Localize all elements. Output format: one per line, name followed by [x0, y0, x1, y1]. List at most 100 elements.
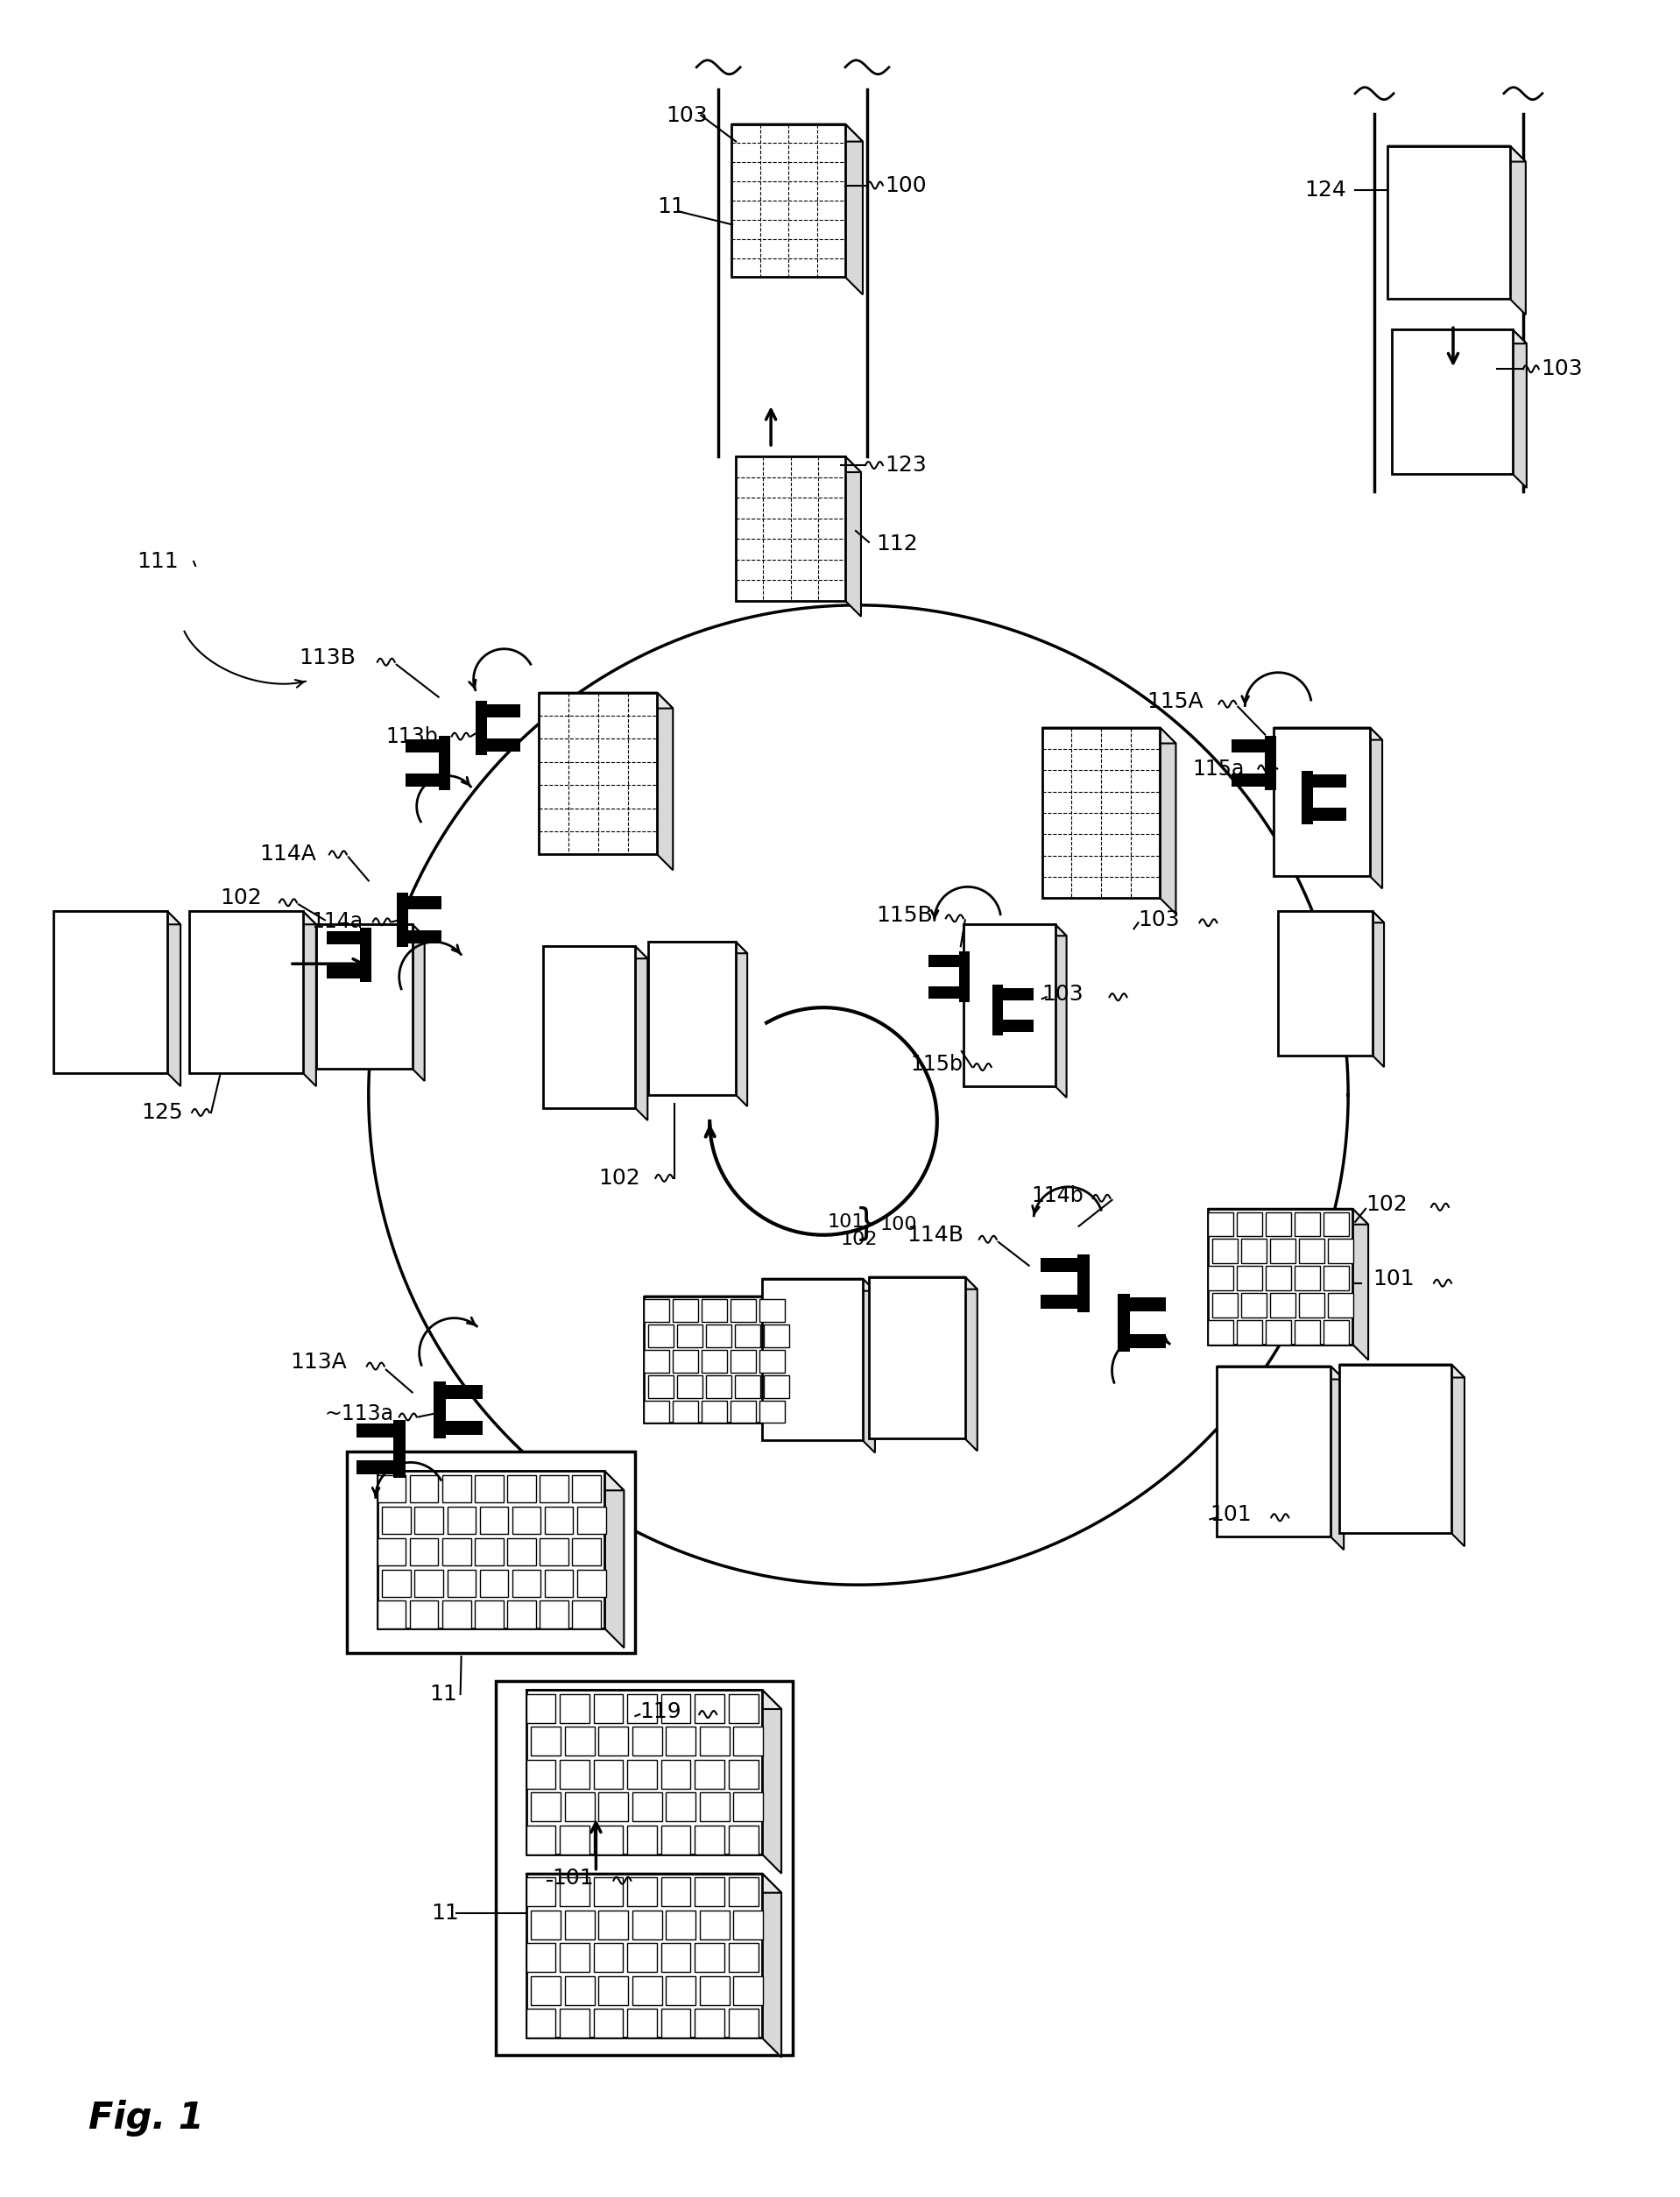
- Bar: [731, 1349, 756, 1373]
- Bar: [442, 1538, 470, 1566]
- Bar: [346, 1452, 635, 1652]
- Text: 112: 112: [875, 534, 917, 554]
- Polygon shape: [657, 692, 674, 870]
- Bar: [405, 773, 438, 787]
- Bar: [1299, 1294, 1324, 1318]
- Bar: [1302, 771, 1314, 824]
- Bar: [539, 1474, 568, 1503]
- Polygon shape: [643, 1296, 805, 1312]
- Bar: [526, 1878, 556, 1907]
- Bar: [378, 1602, 407, 1628]
- Polygon shape: [605, 1472, 623, 1648]
- Bar: [665, 1727, 696, 1755]
- Bar: [475, 1474, 504, 1503]
- Bar: [539, 692, 657, 855]
- Text: 114B: 114B: [907, 1224, 963, 1246]
- Bar: [1339, 1364, 1452, 1534]
- Text: ~113a: ~113a: [324, 1404, 395, 1426]
- Text: 114b: 114b: [1032, 1184, 1084, 1206]
- Text: 115a: 115a: [1193, 758, 1245, 780]
- Bar: [356, 1461, 393, 1474]
- Bar: [729, 2008, 758, 2039]
- Polygon shape: [1352, 1208, 1368, 1360]
- Bar: [627, 2008, 657, 2039]
- Bar: [729, 1878, 758, 1907]
- Bar: [408, 932, 442, 945]
- Bar: [1295, 1320, 1320, 1345]
- Bar: [1231, 738, 1265, 751]
- Bar: [544, 1569, 573, 1597]
- Bar: [1324, 1265, 1349, 1290]
- Polygon shape: [736, 457, 860, 472]
- Text: 103: 103: [1042, 984, 1084, 1004]
- Bar: [764, 1375, 790, 1397]
- Bar: [544, 1507, 573, 1534]
- Bar: [526, 2008, 556, 2039]
- Bar: [1208, 1320, 1233, 1345]
- Bar: [696, 2008, 724, 2039]
- Bar: [1324, 1320, 1349, 1345]
- Bar: [627, 1694, 657, 1722]
- Bar: [410, 1602, 438, 1628]
- Text: 115b: 115b: [911, 1055, 963, 1074]
- Polygon shape: [731, 123, 864, 141]
- Bar: [445, 1421, 482, 1435]
- Bar: [734, 1375, 761, 1397]
- Text: 101: 101: [553, 1867, 595, 1889]
- Bar: [674, 1349, 699, 1373]
- Bar: [487, 703, 519, 716]
- Bar: [632, 1911, 662, 1940]
- Polygon shape: [1161, 727, 1176, 914]
- Bar: [729, 1942, 758, 1973]
- Bar: [438, 736, 450, 789]
- Text: 102: 102: [842, 1230, 879, 1248]
- Bar: [660, 1942, 690, 1973]
- Bar: [378, 1474, 407, 1503]
- Bar: [1267, 1213, 1292, 1237]
- Bar: [734, 1793, 763, 1821]
- Bar: [531, 1793, 561, 1821]
- Bar: [326, 964, 360, 978]
- Polygon shape: [864, 1279, 875, 1452]
- Polygon shape: [964, 1276, 978, 1450]
- Bar: [1295, 1213, 1320, 1237]
- Bar: [531, 1911, 561, 1940]
- Text: 123: 123: [885, 455, 926, 477]
- Polygon shape: [1393, 330, 1527, 343]
- Polygon shape: [1055, 925, 1067, 1098]
- Bar: [1242, 1294, 1267, 1318]
- Bar: [360, 927, 371, 982]
- Bar: [1231, 773, 1265, 787]
- Bar: [701, 1793, 729, 1821]
- Bar: [734, 1911, 763, 1940]
- Bar: [475, 701, 487, 756]
- Bar: [564, 1793, 595, 1821]
- Text: Fig. 1: Fig. 1: [89, 2100, 203, 2138]
- Bar: [578, 1507, 606, 1534]
- Bar: [559, 2008, 590, 2039]
- Bar: [869, 1276, 964, 1439]
- Text: 101: 101: [1373, 1268, 1415, 1290]
- Bar: [643, 1298, 669, 1323]
- Bar: [559, 1878, 590, 1907]
- Bar: [190, 912, 302, 1072]
- Bar: [648, 1375, 674, 1397]
- Bar: [573, 1474, 601, 1503]
- Polygon shape: [788, 1296, 805, 1439]
- Bar: [632, 1793, 662, 1821]
- Bar: [702, 1402, 727, 1424]
- Bar: [578, 1569, 606, 1597]
- Bar: [507, 1538, 536, 1566]
- Text: 124: 124: [1304, 180, 1346, 200]
- Bar: [648, 1325, 674, 1347]
- Polygon shape: [845, 123, 864, 294]
- Polygon shape: [1369, 727, 1383, 888]
- Bar: [660, 2008, 690, 2039]
- Bar: [573, 1538, 601, 1566]
- Polygon shape: [1042, 727, 1176, 743]
- Bar: [1042, 727, 1161, 899]
- Bar: [1327, 1294, 1354, 1318]
- Text: 115A: 115A: [1147, 690, 1203, 712]
- Bar: [1003, 1019, 1033, 1033]
- Bar: [526, 1826, 556, 1854]
